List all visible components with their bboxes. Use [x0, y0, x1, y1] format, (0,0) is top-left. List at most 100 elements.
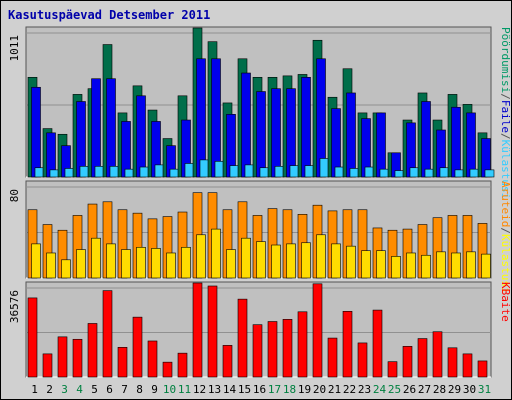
- x-tick-label-day-30: 30: [463, 383, 476, 396]
- bar-middle-külastusi-day-22: [346, 245, 356, 279]
- x-tick-label-day-11: 11: [178, 383, 191, 396]
- x-tick-label-day-4: 4: [76, 383, 83, 396]
- bar-top-faile-day-30: [466, 112, 476, 178]
- bar-middle-külastusi-day-8: [136, 246, 146, 279]
- bar-bottom-kbaite-day-29: [447, 347, 458, 378]
- bar-top-faile-day-16: [256, 91, 266, 178]
- x-tick-label-day-14: 14: [223, 383, 237, 396]
- bar-top-külastusi-day-28: [439, 167, 450, 178]
- bar-top-külastusi-day-4: [79, 166, 90, 178]
- bar-bottom-kbaite-day-26: [402, 346, 413, 378]
- bar-top-faile-day-8: [136, 95, 146, 178]
- bar-bottom-kbaite-day-15: [237, 298, 248, 378]
- bar-top-külastusi-day-30: [469, 168, 480, 178]
- bar-bottom-kbaite-day-31: [477, 360, 488, 378]
- bar-top-faile-day-24: [376, 112, 386, 178]
- x-tick-label-day-13: 13: [208, 383, 221, 396]
- bar-bottom-kbaite-day-3: [57, 336, 68, 378]
- bar-top-külastusi-day-2: [49, 169, 60, 178]
- x-tick-label-day-25: 25: [388, 383, 401, 396]
- bar-bottom-kbaite-day-6: [102, 290, 113, 378]
- panel-bottom-legend: KBaite: [499, 282, 511, 322]
- bar-top-külastusi-day-12: [199, 159, 210, 178]
- x-tick-label-day-12: 12: [193, 383, 206, 396]
- bar-bottom-kbaite-day-24: [372, 309, 383, 378]
- bar-top-külastusi-day-21: [334, 166, 345, 178]
- bar-bottom-kbaite-day-28: [432, 331, 443, 378]
- bar-middle-külastusi-day-5: [91, 237, 101, 279]
- bar-top-faile-day-19: [301, 76, 311, 178]
- chart-title: Kasutuspäevad Detsember 2011: [8, 8, 211, 22]
- bar-middle-külastusi-day-13: [211, 228, 221, 279]
- legend-entry: KBaite: [499, 282, 511, 322]
- bar-top-faile-day-7: [121, 121, 131, 178]
- x-tick-label-day-8: 8: [136, 383, 143, 396]
- bar-bottom-kbaite-day-7: [117, 347, 128, 378]
- bar-bottom-kbaite-day-25: [387, 361, 398, 378]
- bar-bottom-kbaite-day-14: [222, 345, 233, 378]
- x-tick-label-day-19: 19: [298, 383, 311, 396]
- bar-middle-külastusi-day-3: [61, 259, 71, 279]
- bar-middle-külastusi-day-19: [301, 242, 311, 279]
- bar-bottom-kbaite-day-4: [72, 338, 83, 378]
- bar-middle-külastusi-day-11: [181, 246, 191, 279]
- x-tick-label-day-23: 23: [358, 383, 371, 396]
- bar-top-faile-day-6: [106, 78, 116, 178]
- legend-entry: /: [499, 227, 511, 234]
- bar-middle-külastusi-day-26: [406, 252, 416, 279]
- bar-top-külastusi-day-23: [364, 166, 375, 178]
- x-tick-label-day-1: 1: [31, 383, 38, 396]
- legend-entry: Külastusi: [499, 234, 511, 294]
- bar-top-faile-day-12: [196, 58, 206, 178]
- bar-top-faile-day-4: [76, 101, 86, 178]
- bar-top-külastusi-day-15: [244, 164, 255, 178]
- bar-top-külastusi-day-8: [139, 166, 150, 178]
- bar-middle-külastusi-day-10: [166, 252, 176, 279]
- bar-top-külastusi-day-20: [319, 158, 330, 178]
- bar-middle-külastusi-day-15: [241, 237, 251, 279]
- bar-top-külastusi-day-29: [454, 169, 465, 178]
- bar-top-faile-day-17: [271, 88, 281, 178]
- bar-top-faile-day-29: [451, 106, 461, 178]
- bar-bottom-kbaite-day-9: [147, 340, 158, 378]
- bar-bottom-kbaite-day-16: [252, 324, 263, 378]
- x-tick-label-day-6: 6: [106, 383, 113, 396]
- legend-entry: /: [499, 133, 511, 140]
- bar-middle-külastusi-day-29: [451, 252, 461, 279]
- bar-top-faile-day-13: [211, 58, 221, 178]
- x-tick-label-day-28: 28: [433, 383, 446, 396]
- x-tick-label-day-21: 21: [328, 383, 341, 396]
- bar-top-faile-day-1: [31, 86, 41, 178]
- x-tick-label-day-5: 5: [91, 383, 98, 396]
- bar-middle-külastusi-day-17: [271, 244, 281, 279]
- bar-bottom-kbaite-day-11: [177, 352, 188, 378]
- bar-middle-külastusi-day-28: [436, 251, 446, 279]
- panel-top-legend: Pöördumisi/Faile/Külastusi: [499, 27, 511, 199]
- bar-top-külastusi-day-18: [289, 165, 300, 178]
- bar-middle-külastusi-day-30: [466, 251, 476, 279]
- bar-middle-külastusi-day-27: [421, 254, 431, 279]
- bar-middle-külastusi-day-7: [121, 249, 131, 279]
- bar-top-faile-day-15: [241, 72, 251, 178]
- x-tick-label-day-26: 26: [403, 383, 416, 396]
- x-tick-label-day-22: 22: [343, 383, 356, 396]
- bar-top-külastusi-day-27: [424, 168, 435, 178]
- x-tick-label-day-27: 27: [418, 383, 431, 396]
- bar-middle-külastusi-day-12: [196, 234, 206, 279]
- x-tick-label-day-20: 20: [313, 383, 326, 396]
- x-tick-label-day-18: 18: [283, 383, 296, 396]
- legend-entry: Aruteid: [499, 181, 511, 227]
- bar-bottom-kbaite-day-21: [327, 337, 338, 378]
- bar-bottom-kbaite-day-2: [42, 353, 53, 378]
- x-tick-label-day-3: 3: [61, 383, 68, 396]
- bar-top-külastusi-day-3: [64, 168, 75, 178]
- x-tick-label-day-9: 9: [151, 383, 158, 396]
- bar-bottom-kbaite-day-8: [132, 316, 143, 378]
- bar-bottom-kbaite-day-23: [357, 342, 368, 378]
- bar-bottom-kbaite-day-19: [297, 311, 308, 378]
- bar-top-külastusi-day-31: [484, 169, 495, 178]
- bar-middle-külastusi-day-31: [481, 253, 491, 279]
- bar-bottom-kbaite-day-5: [87, 323, 98, 378]
- bar-bottom-kbaite-day-18: [282, 319, 293, 378]
